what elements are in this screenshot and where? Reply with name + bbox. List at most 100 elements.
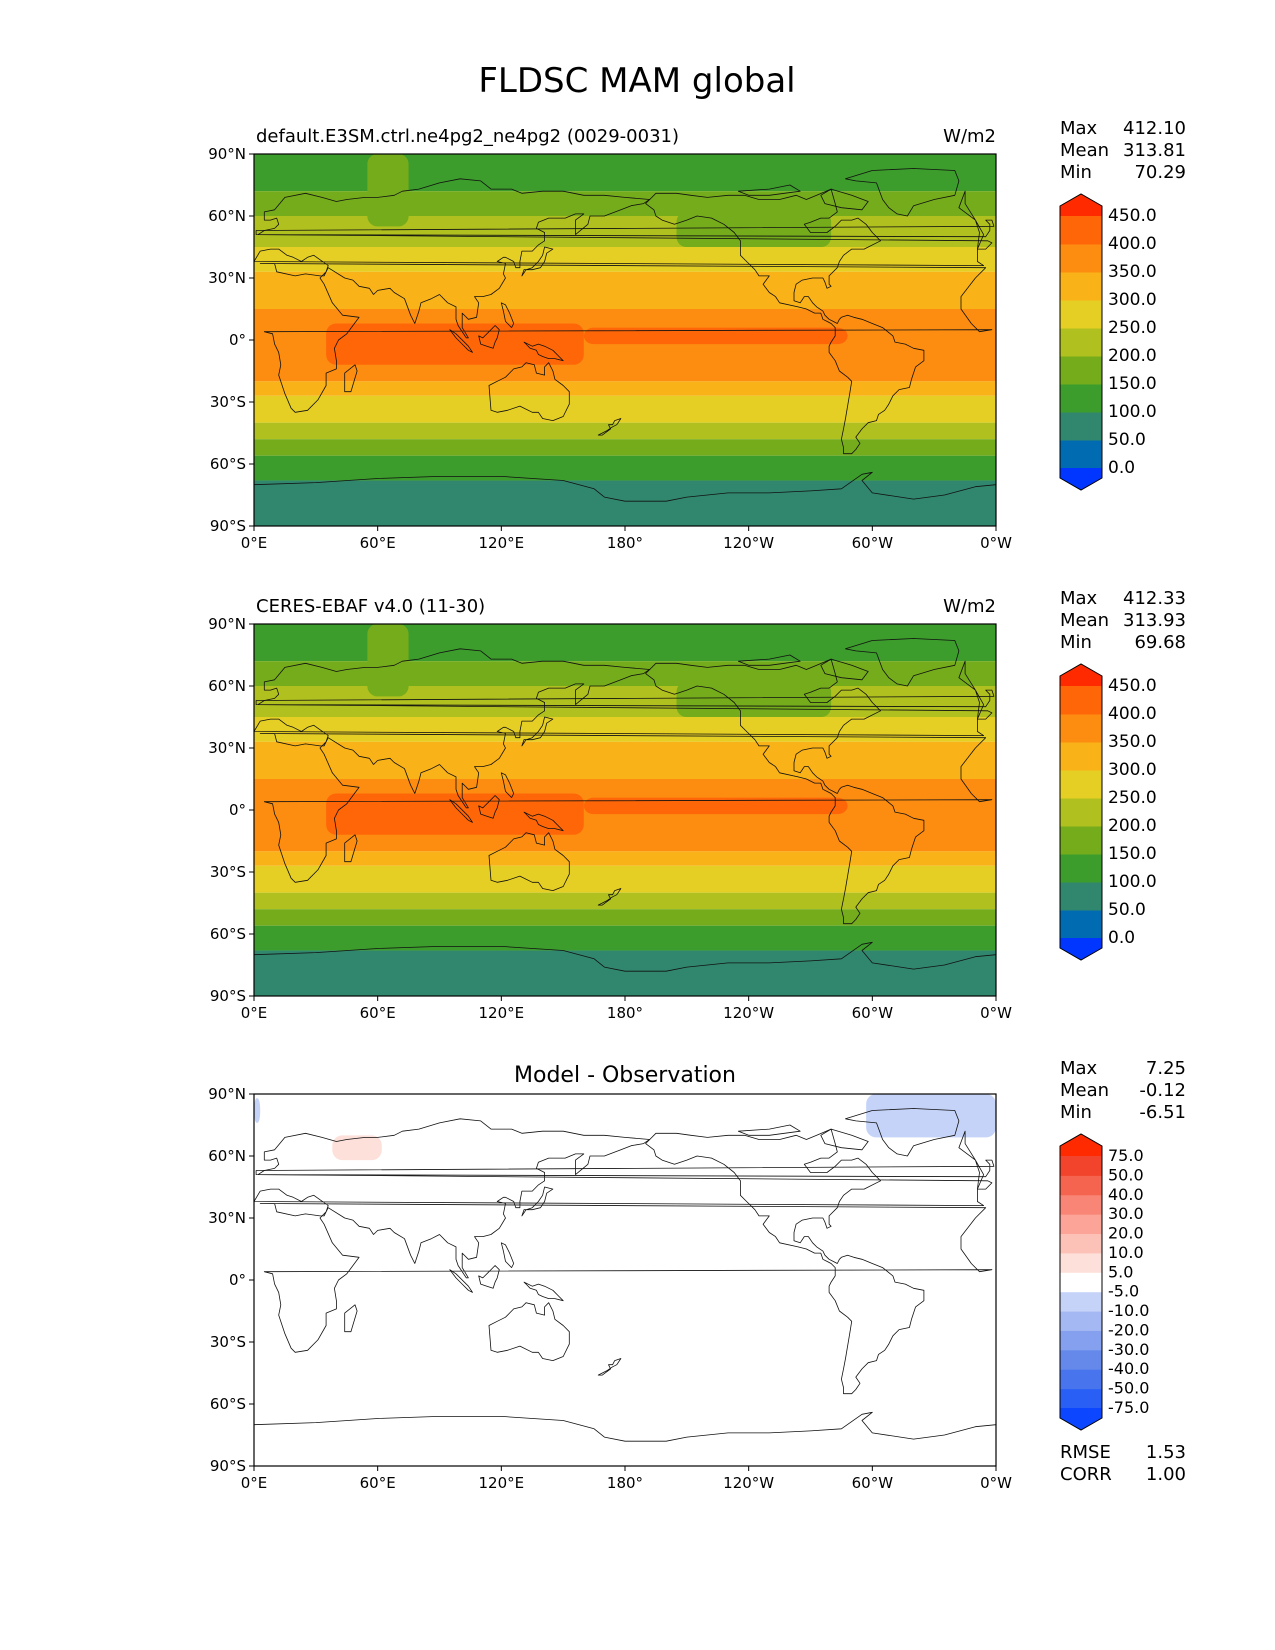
x-tick-label: 60°W bbox=[852, 1004, 894, 1022]
colorbar-tick-label: 450.0 bbox=[1108, 206, 1157, 226]
contour-region bbox=[254, 1098, 261, 1123]
colorbar-segment bbox=[1060, 1233, 1102, 1254]
colorbar-segment bbox=[1060, 1175, 1102, 1196]
stat-label-rmse: RMSE bbox=[1060, 1442, 1111, 1463]
contour-band bbox=[254, 892, 996, 910]
coastline bbox=[254, 471, 996, 526]
x-tick-label: 120°W bbox=[723, 1474, 774, 1492]
coastline bbox=[845, 1108, 960, 1157]
coastline bbox=[521, 716, 554, 747]
coastline bbox=[645, 1128, 925, 1395]
stat-label-corr: CORR bbox=[1060, 1464, 1112, 1485]
colorbar-extend-max bbox=[1060, 664, 1102, 686]
coastline bbox=[738, 654, 801, 666]
coastline bbox=[255, 1159, 995, 1178]
contour-band bbox=[254, 717, 996, 742]
stat-label-min: Min bbox=[1060, 632, 1092, 653]
y-tick-label: 90°N bbox=[208, 145, 246, 163]
contour-band bbox=[254, 909, 996, 926]
coastline bbox=[500, 1242, 515, 1268]
coastline bbox=[738, 1124, 801, 1136]
contour-region bbox=[367, 154, 409, 227]
coastline bbox=[845, 638, 960, 687]
coastline bbox=[523, 811, 564, 832]
x-tick-label: 120°E bbox=[479, 534, 525, 552]
colorbar-extend-min bbox=[1060, 938, 1102, 960]
coastline bbox=[820, 658, 869, 681]
contour-band bbox=[254, 271, 996, 309]
colorbar-tick-label: -5.0 bbox=[1108, 1282, 1139, 1301]
colorbar-segment bbox=[1060, 686, 1102, 715]
panel-title: Model - Observation bbox=[514, 1063, 736, 1088]
map-field bbox=[254, 154, 996, 526]
x-tick-label: 120°W bbox=[723, 1004, 774, 1022]
panel-reference: CERES-EBAF v4.0 (11-30) W/m2 0°E 60°E 120°E 1… bbox=[208, 588, 1186, 1022]
colorbar-tick-label: -30.0 bbox=[1108, 1340, 1149, 1359]
x-tick-label: 60°W bbox=[852, 534, 894, 552]
colorbar-segment bbox=[1060, 1369, 1102, 1390]
figure-title: FLDSC MAM global bbox=[478, 61, 795, 101]
colorbar: -75.0-50.0-40.0-30.0-20.0-10.0-5.05.010.… bbox=[1059, 1133, 1149, 1431]
y-tick-label: 60°S bbox=[210, 1395, 246, 1413]
coastline bbox=[478, 795, 500, 819]
x-tick-label: 60°E bbox=[360, 534, 396, 552]
colorbar-tick-label: 250.0 bbox=[1108, 318, 1157, 338]
colorbar-tick-label: 100.0 bbox=[1108, 402, 1157, 422]
y-tick-label: 60°S bbox=[210, 925, 246, 943]
panel-title: CERES-EBAF v4.0 (11-30) bbox=[256, 596, 485, 617]
colorbar-segment bbox=[1060, 798, 1102, 827]
colorbar: 0.0 50.0 100.0 150.0 200.0 250.0 300.0 350.0 400… bbox=[1059, 663, 1157, 961]
y-tick-label: 30°S bbox=[210, 863, 246, 881]
colorbar-segment bbox=[1060, 1311, 1102, 1331]
y-tick-label: 0° bbox=[229, 801, 246, 819]
coastline bbox=[523, 1281, 564, 1302]
colorbar-extend-min bbox=[1060, 468, 1102, 490]
contour-band bbox=[254, 865, 996, 893]
colorbar-segment bbox=[1060, 854, 1102, 883]
coastline bbox=[845, 168, 960, 217]
x-tick-label: 120°W bbox=[723, 534, 774, 552]
map-field bbox=[254, 1094, 996, 1466]
y-tick-label: 0° bbox=[229, 331, 246, 349]
panels: default.E3SM.ctrl.ne4pg2_ne4pg2 (0029-00… bbox=[208, 118, 1186, 1492]
colorbar-segment bbox=[1060, 1194, 1102, 1215]
x-tick-label: 120°E bbox=[479, 1004, 525, 1022]
coastline bbox=[488, 362, 570, 421]
colorbar-tick-label: 300.0 bbox=[1108, 760, 1157, 780]
coastline bbox=[521, 1186, 554, 1217]
coastline bbox=[645, 188, 925, 455]
x-tick-label: 0°E bbox=[241, 534, 268, 552]
coastline bbox=[523, 341, 564, 362]
colorbar-segment bbox=[1060, 714, 1102, 743]
contour-band bbox=[254, 455, 996, 481]
coastline bbox=[820, 188, 869, 211]
contour-band bbox=[254, 925, 996, 951]
coastline bbox=[738, 184, 801, 196]
stat-value-max: 7.25 bbox=[1146, 1058, 1186, 1079]
colorbar-tick-label: 100.0 bbox=[1108, 872, 1157, 892]
colorbar-segment bbox=[1060, 910, 1102, 939]
colorbar-tick-label: 50.0 bbox=[1108, 430, 1146, 450]
colorbar-segment bbox=[1060, 300, 1102, 329]
stat-label-min: Min bbox=[1060, 162, 1092, 183]
coastline bbox=[255, 219, 995, 238]
colorbar-tick-label: 5.0 bbox=[1108, 1262, 1133, 1281]
colorbar-segment bbox=[1060, 882, 1102, 911]
coastline bbox=[521, 246, 554, 277]
contour-region bbox=[326, 793, 584, 835]
contour-band bbox=[254, 422, 996, 440]
stat-value-max: 412.10 bbox=[1123, 118, 1186, 139]
contour-region bbox=[866, 1094, 996, 1138]
contour-band bbox=[254, 741, 996, 779]
colorbar-segment bbox=[1060, 1349, 1102, 1370]
contour-band bbox=[254, 439, 996, 456]
contour-region bbox=[332, 1135, 382, 1161]
coastline bbox=[597, 1358, 622, 1376]
stat-value-min: 70.29 bbox=[1134, 162, 1186, 183]
x-tick-label: 60°E bbox=[360, 1474, 396, 1492]
colorbar-segment bbox=[1060, 1291, 1102, 1312]
colorbar-tick-label: -20.0 bbox=[1108, 1320, 1149, 1339]
coastlines bbox=[254, 1108, 996, 1466]
stat-value-mean: 313.93 bbox=[1123, 610, 1186, 631]
